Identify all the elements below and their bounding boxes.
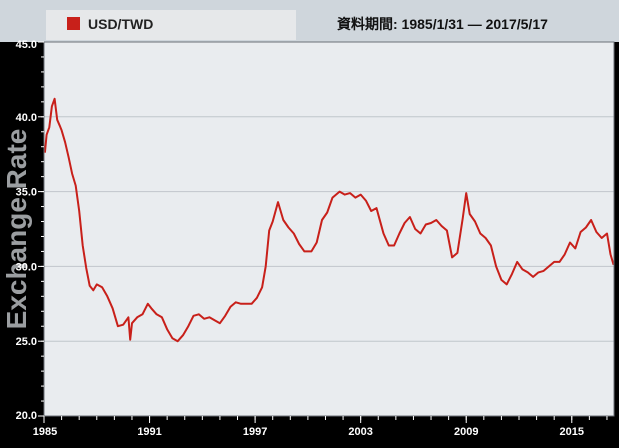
legend-label: USD/TWD — [88, 16, 153, 32]
y-axis-label: Exchange Rate — [1, 129, 32, 330]
plot-area — [44, 42, 614, 416]
grid-lines — [44, 116, 614, 342]
y-tick-label: 40.0 — [16, 112, 37, 124]
x-axis: 1985 1991 1997 2003 2009 2015 — [33, 416, 608, 438]
y-tick-label: 35.0 — [16, 187, 37, 199]
y-tick-label: 25.0 — [16, 336, 37, 348]
series-line-usd-twd — [43, 97, 615, 343]
x-tick-label: 2003 — [348, 426, 372, 438]
x-tick-label: 1985 — [33, 426, 57, 438]
legend-swatch — [67, 17, 80, 30]
legend-box — [46, 10, 296, 40]
x-tick-label: 1997 — [243, 426, 267, 438]
y-tick-label: 20.0 — [16, 410, 37, 422]
series-layer — [43, 97, 615, 343]
x-tick-label: 2015 — [560, 426, 584, 438]
y-tick-label: 45.0 — [16, 39, 37, 51]
y-tick-label: 30.0 — [16, 261, 37, 273]
x-tick-label: 1991 — [137, 426, 161, 438]
plot-border — [43, 41, 615, 417]
y-axis: 20.0 25.0 30.0 35.0 40.0 45.0 — [16, 39, 44, 422]
x-tick-label: 2009 — [454, 426, 478, 438]
date-range-text: 資料期間: 1985/1/31 — 2017/5/17 — [337, 16, 548, 32]
